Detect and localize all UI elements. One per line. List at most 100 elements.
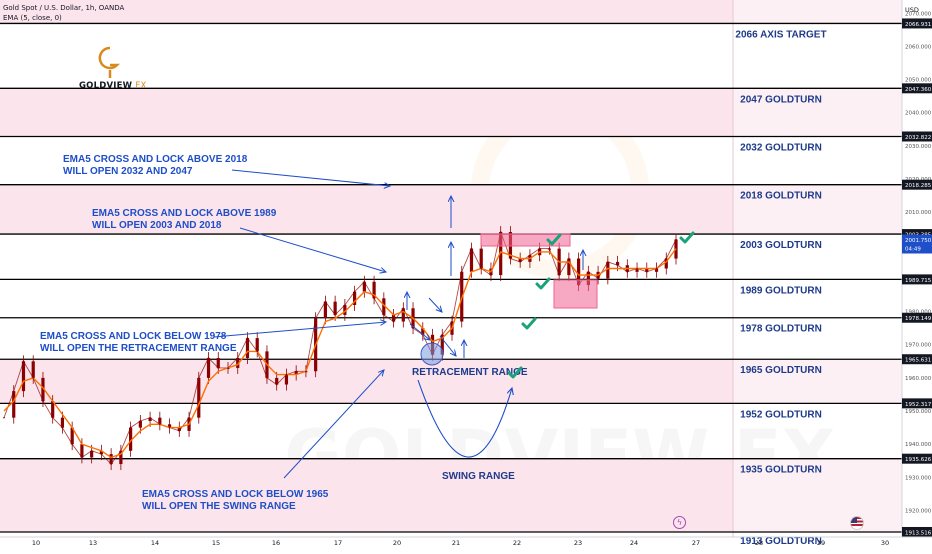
level-price-tag <box>902 312 932 323</box>
price-point <box>460 271 463 273</box>
price-point <box>675 238 677 241</box>
price-tick-label: 1940.000 <box>905 442 932 448</box>
level-label[interactable]: 2018 GOLDTURN <box>740 191 822 202</box>
candle-body <box>138 420 142 428</box>
candle-body <box>606 261 610 279</box>
indicator-legend[interactable]: EMA (5, close, 0) <box>3 14 62 22</box>
level-label[interactable]: 1952 GOLDTURN <box>740 409 822 420</box>
zone-band <box>0 458 733 532</box>
level-label[interactable]: 2066 AXIS TARGET <box>735 29 826 40</box>
candle-body <box>99 450 103 455</box>
price-point <box>168 426 171 429</box>
countdown-label: 04:49 <box>905 246 921 252</box>
price-point <box>645 271 648 273</box>
price-point <box>81 456 83 459</box>
candle-body <box>245 338 250 358</box>
zone-label-band <box>733 458 902 532</box>
price-tick-label: 2040.000 <box>905 111 932 117</box>
candle-body <box>197 377 201 418</box>
price-tick-label: 1970.000 <box>905 343 932 349</box>
candle-body <box>382 298 386 315</box>
price-point <box>529 254 531 257</box>
time-tick-label: 30 <box>881 539 889 547</box>
zone-band <box>0 359 733 404</box>
us-flag-icon[interactable] <box>850 516 864 530</box>
candle-body <box>12 391 16 418</box>
annotation-arrow <box>283 370 384 479</box>
symbol-title[interactable]: Gold Spot / U.S. Dollar, 1h, OANDA <box>3 4 125 12</box>
candle-body <box>148 417 152 421</box>
swing-label: SWING RANGE <box>442 471 515 482</box>
price-point <box>314 317 317 320</box>
candle-body <box>294 371 298 375</box>
candle-body <box>401 308 405 322</box>
price-point <box>344 304 346 306</box>
time-tick-label: 27 <box>692 539 700 547</box>
price-point <box>32 377 35 379</box>
logo-icon <box>98 46 120 78</box>
level-price-tag <box>902 83 932 94</box>
price-tick-label: 2050.000 <box>905 78 932 84</box>
price-point <box>110 463 112 465</box>
goldview-logo <box>80 44 140 94</box>
price-point <box>305 370 307 373</box>
price-point <box>441 333 444 336</box>
candle-body <box>41 377 45 402</box>
lightning-icon[interactable]: ϟ <box>673 516 686 529</box>
price-point <box>470 247 473 250</box>
price-point <box>363 280 366 283</box>
level-label[interactable]: 2003 GOLDTURN <box>740 240 822 251</box>
price-point <box>519 261 521 263</box>
candle-body <box>109 454 113 465</box>
candle-body <box>615 261 620 266</box>
price-point <box>217 367 220 369</box>
chart-header: Gold Spot / U.S. Dollar, 1h, OANDA EMA (… <box>3 3 124 23</box>
level-price-label: 1978.149 <box>905 316 932 322</box>
logo-text: GOLDVIEW FX <box>79 81 147 91</box>
annotation-text: WILL OPEN 2032 AND 2047 <box>63 166 193 177</box>
level-price-label: 1989.715 <box>905 278 932 284</box>
price-point <box>665 257 668 260</box>
time-tick-label: 22 <box>513 539 521 547</box>
level-label[interactable]: 1965 GOLDTURN <box>740 365 822 376</box>
price-point <box>383 314 385 316</box>
level-label[interactable]: 1913 GOLDTURN <box>740 536 822 547</box>
level-price-tag <box>902 453 932 464</box>
level-label[interactable]: 1978 GOLDTURN <box>740 324 822 335</box>
candle-body <box>577 258 581 286</box>
price-tick-label: 2070.000 <box>905 11 932 17</box>
annotation-arrow <box>231 169 390 186</box>
annotation-text: WILL OPEN THE SWING RANGE <box>142 501 296 512</box>
price-point <box>178 430 181 432</box>
price-point <box>12 390 15 392</box>
level-label[interactable]: 2032 GOLDTURN <box>740 142 822 153</box>
candle-body <box>158 417 162 425</box>
price-point <box>334 314 336 316</box>
level-label[interactable]: 1989 GOLDTURN <box>740 285 822 296</box>
price-point <box>236 357 239 359</box>
down-arrow <box>428 297 442 312</box>
price-point <box>207 357 210 359</box>
level-price-label: 1935.626 <box>905 457 932 463</box>
price-point <box>568 257 570 260</box>
price-point <box>227 367 229 369</box>
candle-body <box>51 401 55 418</box>
time-tick-label: 13 <box>89 539 97 547</box>
candle-body <box>421 328 425 335</box>
candle-body <box>167 424 172 428</box>
candle-body <box>80 444 84 458</box>
price-point <box>42 400 44 402</box>
price-point <box>197 377 200 379</box>
price-line <box>3 230 677 465</box>
candle-body <box>70 427 74 445</box>
price-point <box>61 426 64 429</box>
candle-body <box>284 374 289 385</box>
candle-body <box>645 268 649 272</box>
level-label[interactable]: 2047 GOLDTURN <box>740 94 822 105</box>
checkmark-icon <box>507 366 523 379</box>
price-point <box>392 320 395 323</box>
price-point <box>480 267 483 270</box>
level-label[interactable]: 1935 GOLDTURN <box>740 465 822 476</box>
